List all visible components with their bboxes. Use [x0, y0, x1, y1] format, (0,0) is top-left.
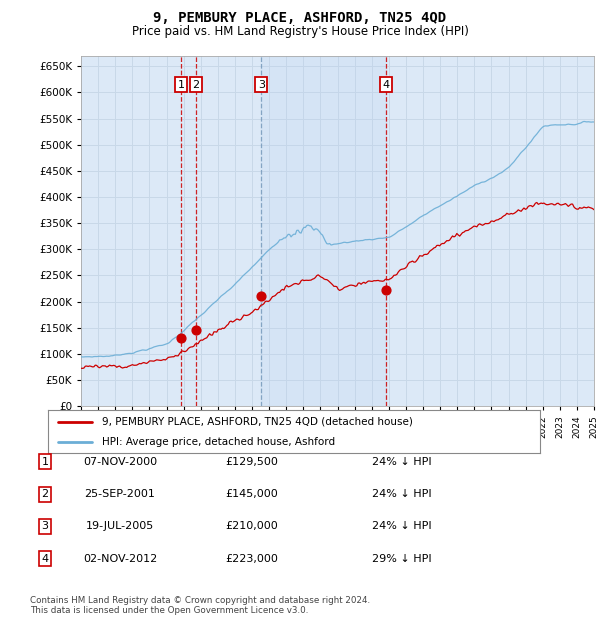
Bar	[262, 56, 386, 406]
Text: 9, PEMBURY PLACE, ASHFORD, TN25 4QD: 9, PEMBURY PLACE, ASHFORD, TN25 4QD	[154, 11, 446, 25]
Text: 3: 3	[258, 79, 265, 89]
Text: 24% ↓ HPI: 24% ↓ HPI	[372, 489, 431, 499]
Text: 9, PEMBURY PLACE, ASHFORD, TN25 4QD (detached house): 9, PEMBURY PLACE, ASHFORD, TN25 4QD (det…	[102, 417, 413, 427]
Text: 1: 1	[178, 79, 185, 89]
Text: £129,500: £129,500	[226, 457, 278, 467]
Point	[176, 334, 186, 343]
Point	[191, 326, 201, 335]
Text: HPI: Average price, detached house, Ashford: HPI: Average price, detached house, Ashf…	[102, 437, 335, 447]
Text: 07-NOV-2000: 07-NOV-2000	[83, 457, 157, 467]
Text: 25-SEP-2001: 25-SEP-2001	[85, 489, 155, 499]
Text: £223,000: £223,000	[226, 554, 278, 564]
Text: 4: 4	[41, 554, 49, 564]
Text: 2: 2	[41, 489, 49, 499]
Text: 24% ↓ HPI: 24% ↓ HPI	[372, 457, 431, 467]
Text: Contains HM Land Registry data © Crown copyright and database right 2024.
This d: Contains HM Land Registry data © Crown c…	[30, 596, 370, 615]
Text: 24% ↓ HPI: 24% ↓ HPI	[372, 521, 431, 531]
Text: 1: 1	[41, 457, 49, 467]
Text: 3: 3	[41, 521, 49, 531]
Text: 2: 2	[193, 79, 200, 89]
Text: Price paid vs. HM Land Registry's House Price Index (HPI): Price paid vs. HM Land Registry's House …	[131, 25, 469, 38]
Text: 29% ↓ HPI: 29% ↓ HPI	[372, 554, 431, 564]
Point	[257, 291, 266, 301]
Text: £210,000: £210,000	[226, 521, 278, 531]
Point	[381, 285, 391, 294]
Text: 02-NOV-2012: 02-NOV-2012	[83, 554, 157, 564]
Text: £145,000: £145,000	[226, 489, 278, 499]
Text: 4: 4	[382, 79, 389, 89]
Text: 19-JUL-2005: 19-JUL-2005	[86, 521, 154, 531]
